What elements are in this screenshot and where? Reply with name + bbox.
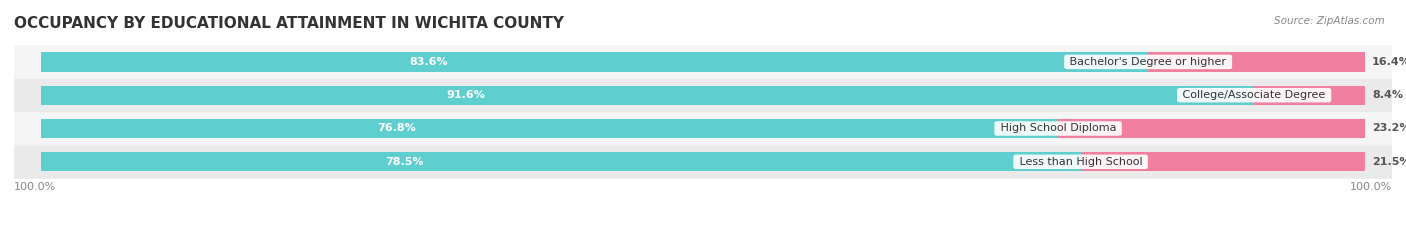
- Text: Less than High School: Less than High School: [1015, 157, 1146, 167]
- FancyBboxPatch shape: [14, 45, 1392, 79]
- Text: OCCUPANCY BY EDUCATIONAL ATTAINMENT IN WICHITA COUNTY: OCCUPANCY BY EDUCATIONAL ATTAINMENT IN W…: [14, 16, 564, 31]
- Bar: [1059, 119, 1365, 138]
- Bar: [1149, 52, 1365, 72]
- Text: 76.8%: 76.8%: [377, 123, 416, 134]
- Text: 100.0%: 100.0%: [1350, 182, 1392, 192]
- Text: 78.5%: 78.5%: [385, 157, 423, 167]
- FancyBboxPatch shape: [14, 78, 1392, 112]
- Text: 16.4%: 16.4%: [1372, 57, 1406, 67]
- Text: 21.5%: 21.5%: [1372, 157, 1406, 167]
- Bar: [41, 86, 1254, 105]
- Bar: [41, 52, 1149, 72]
- Legend: Owner-occupied, Renter-occupied: Owner-occupied, Renter-occupied: [575, 230, 831, 233]
- Text: Source: ZipAtlas.com: Source: ZipAtlas.com: [1274, 16, 1385, 26]
- Text: 8.4%: 8.4%: [1372, 90, 1403, 100]
- Text: 23.2%: 23.2%: [1372, 123, 1406, 134]
- Bar: [41, 152, 1081, 171]
- Text: Bachelor's Degree or higher: Bachelor's Degree or higher: [1066, 57, 1230, 67]
- Bar: [1254, 86, 1365, 105]
- Text: 83.6%: 83.6%: [409, 57, 447, 67]
- FancyBboxPatch shape: [14, 112, 1392, 145]
- Text: 91.6%: 91.6%: [446, 90, 485, 100]
- Text: College/Associate Degree: College/Associate Degree: [1180, 90, 1329, 100]
- Bar: [1081, 152, 1365, 171]
- FancyBboxPatch shape: [14, 145, 1392, 179]
- Bar: [41, 119, 1059, 138]
- Text: High School Diploma: High School Diploma: [997, 123, 1119, 134]
- Text: 100.0%: 100.0%: [14, 182, 56, 192]
